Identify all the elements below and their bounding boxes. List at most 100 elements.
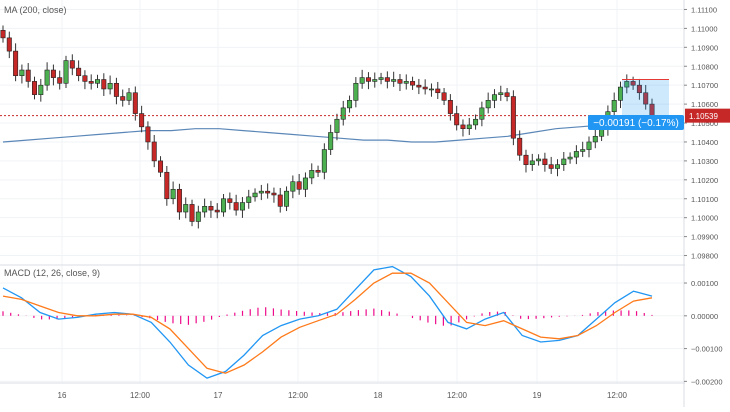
candle-down[interactable] [189,204,195,222]
candle-up[interactable] [391,79,397,82]
candle-up[interactable] [353,82,359,101]
candle-down[interactable] [139,113,145,128]
candle-up[interactable] [586,141,592,150]
candle-up[interactable] [284,190,290,207]
candle-up[interactable] [491,94,497,101]
candle-up[interactable] [63,60,69,84]
candle-down[interactable] [265,190,271,194]
candle-down[interactable] [454,113,460,126]
candle-down[interactable] [25,69,31,82]
candle-down[interactable] [460,124,466,130]
candle-up[interactable] [107,82,113,90]
candle-up[interactable] [321,149,327,173]
candle-down[interactable] [296,181,302,190]
candle-down[interactable] [214,209,220,213]
candle-down[interactable] [6,37,12,52]
candle-up[interactable] [258,190,264,194]
candle-up[interactable] [44,69,50,86]
candle-up[interactable] [239,202,245,211]
candle-up[interactable] [479,107,485,120]
candle-up[interactable] [624,81,630,88]
candle-up[interactable] [302,177,308,190]
candle-down[interactable] [88,81,94,84]
candle-up[interactable] [95,79,101,84]
candle-down[interactable] [113,82,119,97]
candle-down[interactable] [176,188,182,213]
candle-up[interactable] [183,204,189,213]
candle-up[interactable] [221,198,227,213]
candle-up[interactable] [202,206,208,213]
candle-up[interactable] [573,151,579,158]
candle-up[interactable] [378,77,384,80]
candle-down[interactable] [271,192,277,196]
candle-down[interactable] [151,141,157,162]
candle-up[interactable] [428,88,434,91]
candle-up[interactable] [554,164,560,169]
candle-down[interactable] [422,86,428,90]
candle-up[interactable] [38,84,44,95]
candle-up[interactable] [473,118,479,126]
candle-up[interactable] [529,160,535,165]
candle-down[interactable] [120,96,126,101]
candle-up[interactable] [252,192,258,198]
candle-down[interactable] [132,92,138,114]
candle-up[interactable] [403,81,409,84]
candle-up[interactable] [309,170,315,179]
candle-down[interactable] [365,77,371,82]
candle-down[interactable] [435,88,441,94]
candle-down[interactable] [416,84,422,88]
candle-up[interactable] [126,92,132,101]
candle-down[interactable] [542,158,548,165]
candle-down[interactable] [410,81,416,86]
candle-up[interactable] [485,100,491,109]
candle-down[interactable] [76,67,82,77]
candle-down[interactable] [233,202,239,211]
candle-down[interactable] [101,79,107,90]
candle-up[interactable] [170,188,176,200]
candle-up[interactable] [347,100,353,109]
candle-up[interactable] [561,158,567,165]
candle-up[interactable] [466,124,472,130]
candle-down[interactable] [145,126,151,143]
candle-up[interactable] [328,132,334,150]
candle-down[interactable] [164,171,170,200]
candle-down[interactable] [397,79,403,84]
candle-down[interactable] [548,164,554,169]
candle-down[interactable] [636,84,642,94]
candle-down[interactable] [0,29,6,39]
candle-down[interactable] [32,81,38,95]
candle-down[interactable] [69,60,75,69]
candle-down[interactable] [630,81,636,86]
candle-up[interactable] [592,135,598,143]
candle-up[interactable] [567,156,573,160]
candle-down[interactable] [510,96,516,139]
candle-down[interactable] [384,77,390,82]
candle-down[interactable] [504,92,510,97]
candle-up[interactable] [580,149,586,152]
candle-down[interactable] [517,137,523,156]
candle-up[interactable] [340,107,346,120]
candle-down[interactable] [277,194,283,207]
candle-up[interactable] [498,92,504,95]
candle-up[interactable] [359,77,365,84]
measure-box[interactable] [622,79,669,116]
candle-up[interactable] [617,86,623,101]
candle-down[interactable] [441,92,447,101]
candle-down[interactable] [13,50,19,77]
candle-up[interactable] [246,196,252,203]
candle-down[interactable] [82,75,88,82]
candle-down[interactable] [447,100,453,114]
candle-down[interactable] [208,206,214,211]
candle-down[interactable] [227,198,233,203]
candle-down[interactable] [50,69,56,78]
candle-down[interactable] [523,154,529,165]
candle-down[interactable] [158,160,164,173]
candle-down[interactable] [315,170,321,173]
candle-up[interactable] [611,100,617,112]
candle-up[interactable] [334,118,340,133]
candle-down[interactable] [643,92,649,105]
candle-up[interactable] [536,158,542,162]
candle-up[interactable] [372,79,378,82]
